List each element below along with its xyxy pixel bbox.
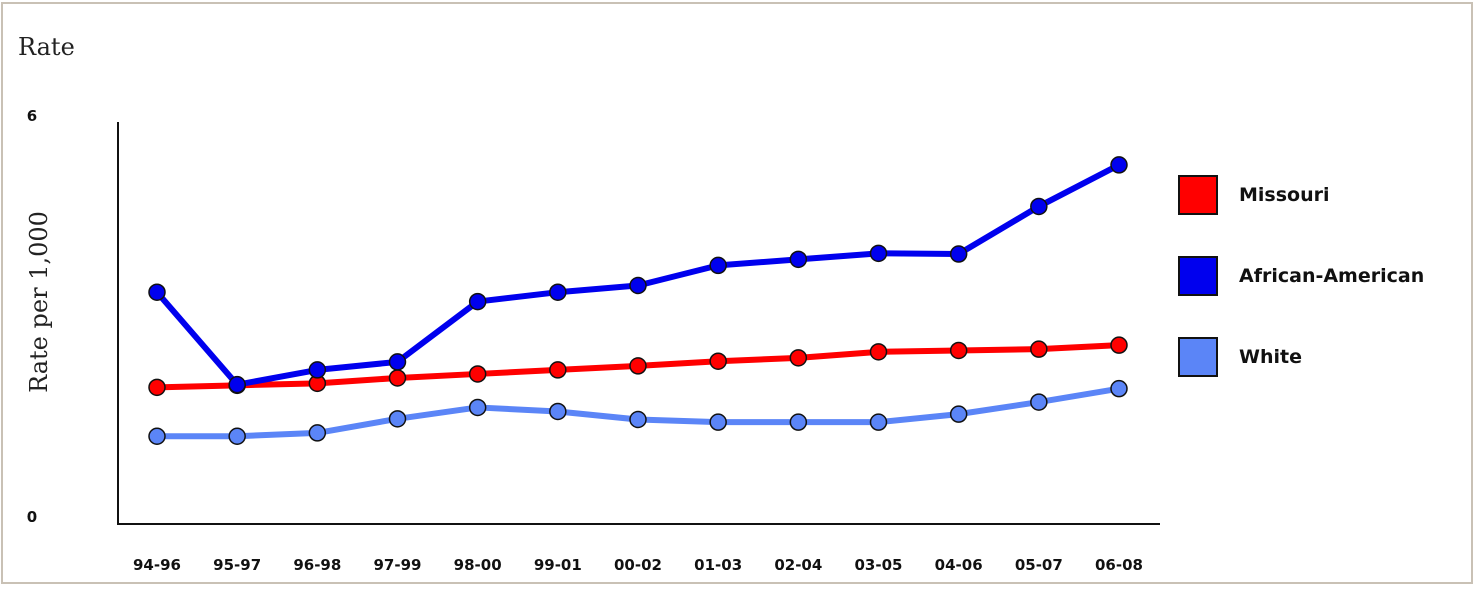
x-tick-label: 05-07 <box>1015 556 1063 574</box>
legend-swatch <box>1178 175 1218 215</box>
data-point <box>388 410 407 428</box>
legend-label: White <box>1239 346 1302 368</box>
data-point <box>148 283 166 301</box>
legend-swatch <box>1178 337 1218 377</box>
legend-label: African-American <box>1239 265 1424 287</box>
data-point <box>1030 393 1048 411</box>
data-point <box>1030 197 1048 216</box>
y-axis-title: Rate per 1,000 <box>25 211 53 393</box>
data-point <box>549 402 567 421</box>
data-point <box>468 398 487 417</box>
x-tick-label: 99-01 <box>534 556 582 574</box>
data-point <box>549 283 567 301</box>
data-point <box>148 378 166 397</box>
data-point <box>1110 379 1128 398</box>
data-point <box>709 413 727 431</box>
y-tick-label: 0 <box>27 508 37 526</box>
data-point <box>869 413 888 431</box>
data-point <box>869 244 888 263</box>
data-point <box>949 405 968 423</box>
data-point <box>228 375 246 394</box>
data-point <box>549 361 567 379</box>
x-tick-label: 03-05 <box>855 556 903 574</box>
data-point <box>1110 156 1128 174</box>
x-tick-label: 96-98 <box>293 556 341 574</box>
x-tick-label: 94-96 <box>133 556 181 574</box>
data-point <box>388 369 407 387</box>
x-tick-label: 95-97 <box>213 556 261 574</box>
data-point <box>629 276 647 295</box>
page-title: Rate <box>18 33 75 61</box>
data-point <box>308 361 327 379</box>
data-point <box>1110 336 1128 354</box>
y-tick-label: 6 <box>27 107 37 125</box>
legend-swatch <box>1178 256 1218 296</box>
data-point <box>629 357 647 375</box>
x-tick-label: 06-08 <box>1095 556 1143 574</box>
data-point <box>388 353 407 371</box>
x-tick-label: 04-06 <box>935 556 983 574</box>
data-point <box>789 250 808 269</box>
x-tick-label: 98-00 <box>454 556 502 574</box>
data-point <box>308 424 327 442</box>
x-tick-label: 97-99 <box>374 556 422 574</box>
data-point <box>1030 340 1048 358</box>
x-tick-label: 02-04 <box>774 556 822 574</box>
data-point <box>949 245 968 263</box>
x-tick-label: 01-03 <box>694 556 742 574</box>
data-point <box>789 349 808 367</box>
data-point <box>468 292 487 311</box>
data-point <box>949 341 968 360</box>
data-point <box>228 427 246 445</box>
data-point <box>709 256 727 275</box>
data-point <box>789 413 808 431</box>
data-point <box>148 427 166 445</box>
x-tick-label: 00-02 <box>614 556 662 574</box>
data-point <box>468 365 487 383</box>
data-point <box>709 352 727 370</box>
data-point <box>869 343 888 361</box>
legend-label: Missouri <box>1239 184 1330 206</box>
data-point <box>629 410 647 429</box>
